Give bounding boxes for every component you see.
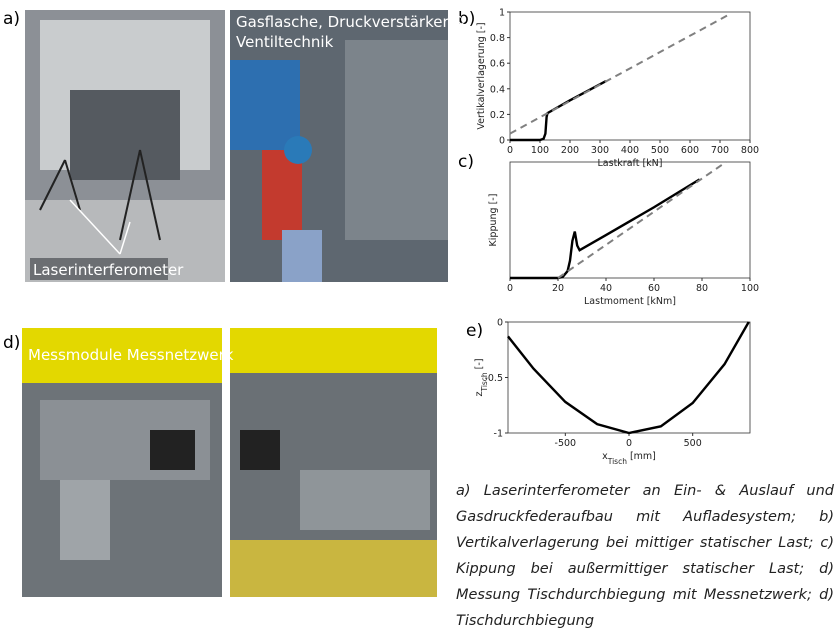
page: a) b) c) d) e) Gasflasche, Druckverstärker & V…	[3, 7, 834, 629]
data-line	[510, 178, 701, 280]
x-tick-label: 20	[552, 283, 564, 294]
x-axis-label: Lastmoment [kNm]	[584, 296, 676, 307]
x-tick-label: 40	[600, 283, 612, 294]
x-axis-label-part: Lastmoment [kNm]	[584, 296, 676, 307]
y-tick-label: 0	[497, 318, 503, 329]
x-tick-label: 0	[507, 283, 513, 294]
figure-caption: a) Laserinterferometer an Ein- & Auslauf…	[456, 483, 834, 629]
x-tick-label: 400	[621, 145, 639, 156]
panel-label: e)	[466, 321, 483, 341]
y-tick-label: -1	[494, 429, 503, 440]
y-axis-label-part: Vertikalverlagerung [-]	[476, 22, 487, 129]
x-tick-label: 100	[531, 145, 549, 156]
chart: 0 20 40 60 80 100 Lastmoment [kNm] Kippung [-]	[488, 161, 759, 307]
x-axis-label-part: Lastkraft [kN]	[598, 158, 663, 169]
x-axis-label: Lastkraft [kN]	[598, 158, 663, 169]
plot-frame	[509, 161, 751, 279]
x-axis-label-part: Tisch	[607, 457, 627, 466]
photo-label: Ventiltechnik	[236, 33, 334, 51]
x-tick-label: 80	[696, 283, 708, 294]
x-tick-label: 60	[648, 283, 660, 294]
photo-label: Laserinterferometer	[33, 261, 184, 279]
photo-lab	[25, 10, 225, 282]
x-axis-label-part: [mm]	[630, 451, 656, 462]
y-axis-label-part: Kippung [-]	[488, 194, 499, 247]
data-line	[509, 13, 730, 135]
y-tick-label: 0.6	[490, 59, 505, 70]
y-axis-label: Kippung [-]	[488, 194, 499, 247]
x-tick-label: 300	[591, 145, 609, 156]
y-tick-label: -0.5	[484, 373, 503, 384]
photo-measure-right	[230, 328, 437, 597]
y-tick-label: 0.2	[490, 110, 505, 121]
y-axis-label: Vertikalverlagerung [-]	[476, 22, 487, 129]
data-line	[510, 80, 607, 142]
x-tick-label: 0	[507, 145, 513, 156]
y-tick-label: 1	[499, 8, 505, 19]
x-tick-label: 200	[561, 145, 579, 156]
y-axis-label-part: [-]	[474, 358, 485, 369]
chart: 0 100 200 300 400 500 600 700 800 0 0.2 0.4 0.6 0.8 1 L…	[476, 8, 759, 170]
y-tick-label: 0.4	[490, 84, 505, 95]
x-tick-label: 500	[684, 438, 702, 449]
y-axis-label-part: z	[474, 392, 485, 397]
x-tick-label: 800	[741, 145, 759, 156]
x-tick-label: 0	[626, 438, 632, 449]
y-axis-label-part: Tisch	[480, 372, 489, 392]
x-tick-label: 700	[711, 145, 729, 156]
figure: a) b) c) d) e) Gasflasche, Druckverstärker & V…	[3, 8, 759, 597]
panel-label: a)	[3, 9, 20, 29]
x-axis-label-part: x	[602, 451, 608, 462]
photo-label: Gasflasche, Druckverstärker &	[236, 13, 465, 31]
data-line	[507, 321, 750, 435]
data-line	[557, 161, 727, 279]
x-tick-label: 500	[651, 145, 669, 156]
x-axis-label: xTisch [mm]	[602, 451, 656, 466]
y-axis-label: zTisch [-]	[474, 358, 489, 396]
panel-label: d)	[3, 333, 20, 353]
panel-label: b)	[458, 9, 475, 29]
photo-gas	[230, 10, 448, 282]
y-tick-label: 0.8	[490, 33, 505, 44]
photo-label: Messmodule Messnetzwerk	[28, 346, 234, 364]
photo-measure-left	[22, 328, 222, 597]
x-tick-label: 600	[681, 145, 699, 156]
y-tick-label: 0	[499, 136, 505, 147]
panel-label: c)	[458, 152, 474, 172]
x-tick-label: -500	[555, 438, 577, 449]
x-tick-label: 100	[741, 283, 759, 294]
